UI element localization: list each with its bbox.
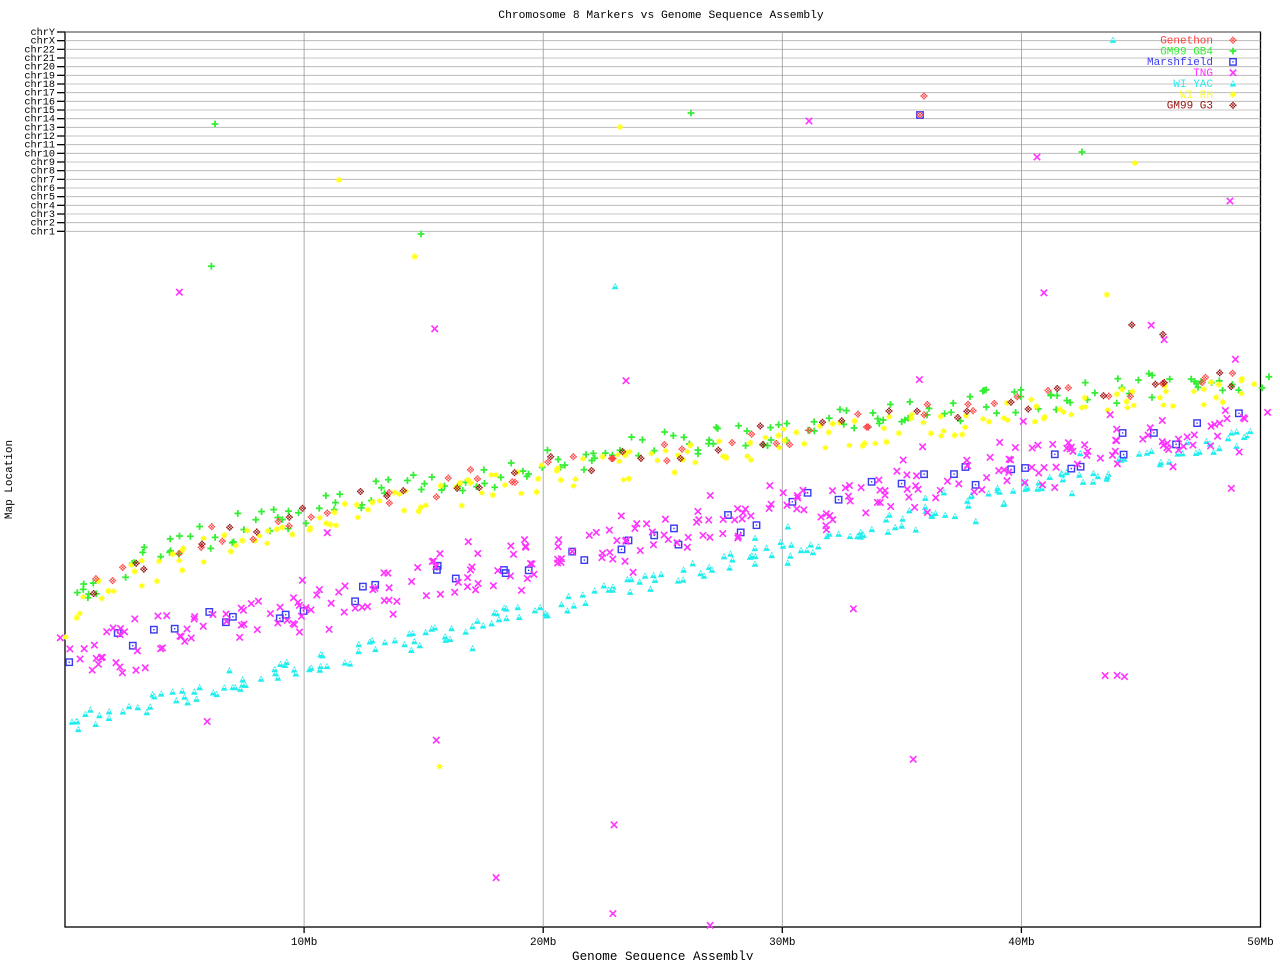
svg-text:chr1: chr1 [31, 226, 55, 238]
svg-text:Genome Sequence Assembly: Genome Sequence Assembly [572, 950, 754, 960]
svg-text:50Mb: 50Mb [1247, 937, 1273, 949]
svg-text:GM99 G3: GM99 G3 [1167, 101, 1213, 113]
svg-text:40Mb: 40Mb [1008, 937, 1034, 949]
svg-text:10Mb: 10Mb [291, 937, 317, 949]
svg-text:30Mb: 30Mb [769, 937, 795, 949]
svg-text:Map Location: Map Location [4, 440, 16, 519]
svg-text:20Mb: 20Mb [530, 937, 556, 949]
svg-text:Chromosome 8 Markers vs Genome: Chromosome 8 Markers vs Genome Sequence … [498, 10, 824, 22]
